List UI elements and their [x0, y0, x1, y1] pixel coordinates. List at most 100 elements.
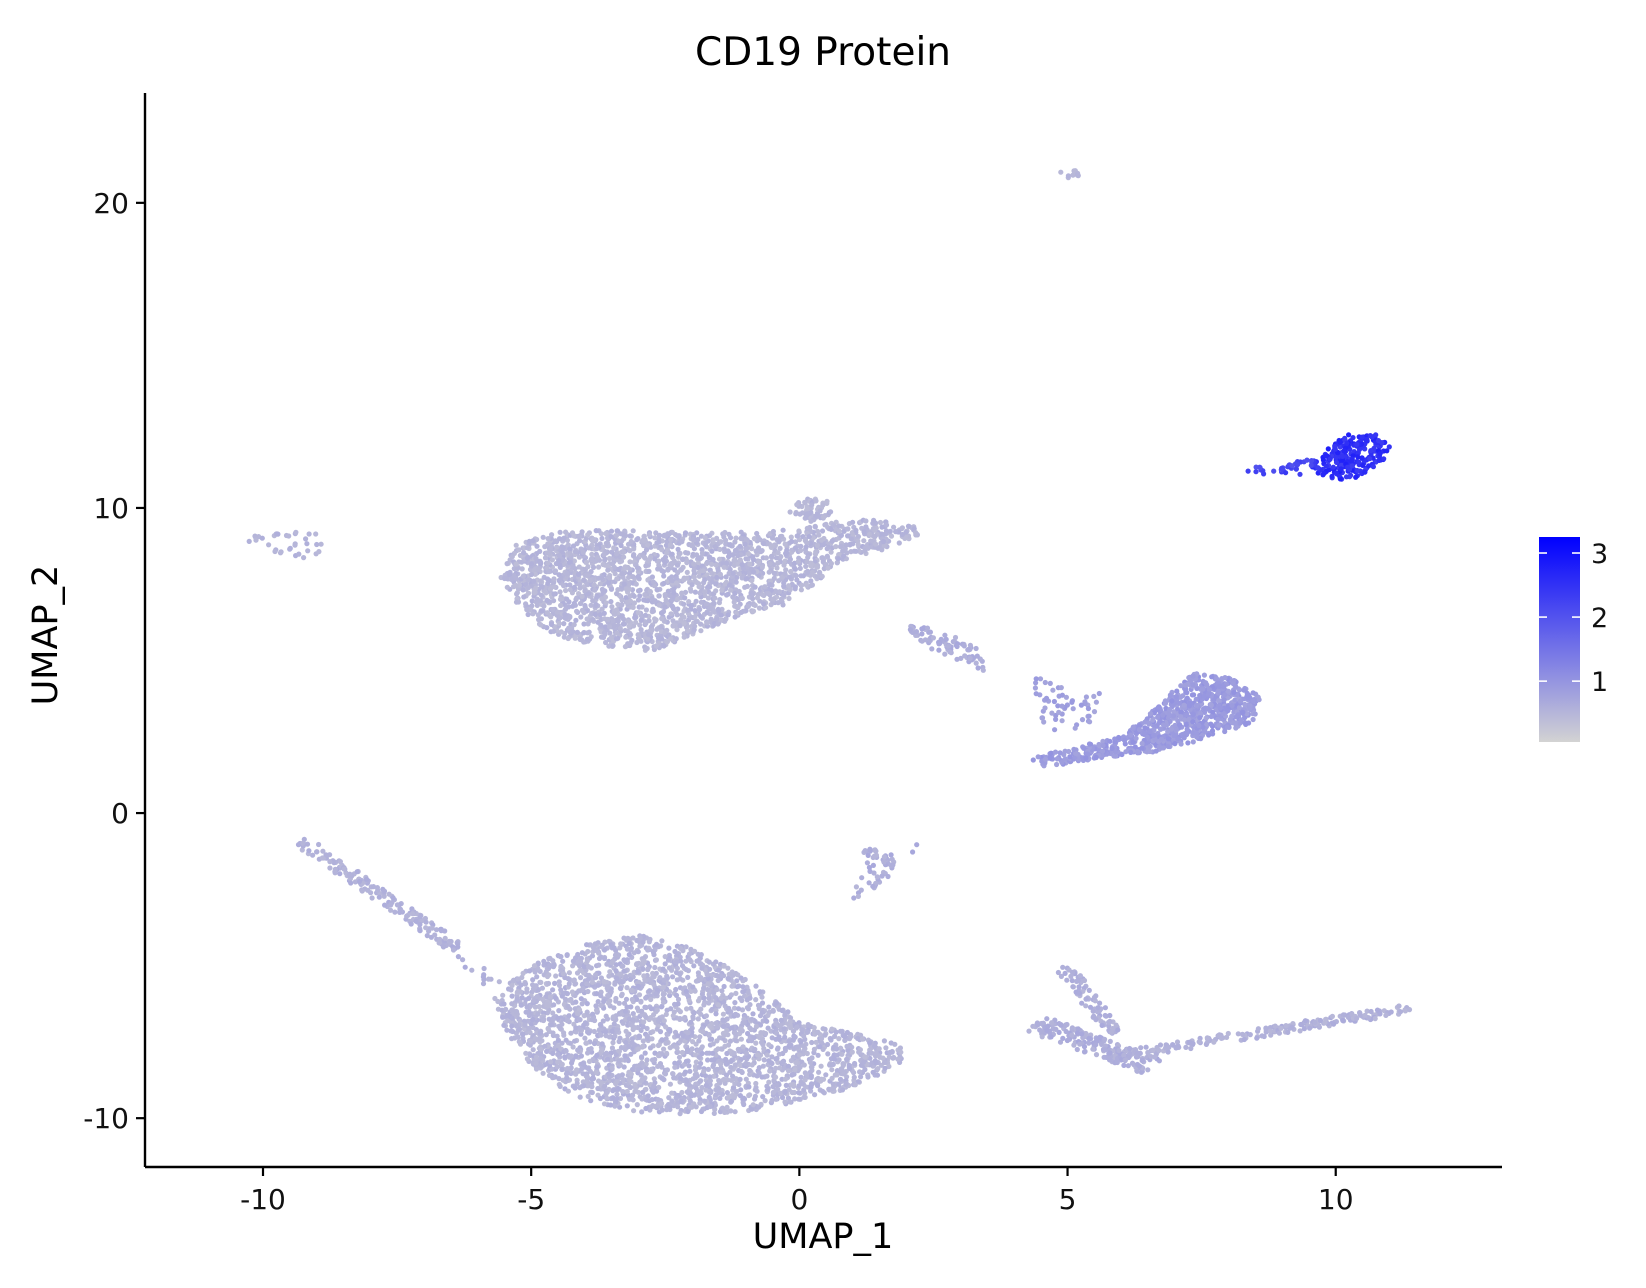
- cell-point: [713, 581, 719, 587]
- cell-point: [549, 532, 555, 538]
- cell-point: [670, 618, 676, 624]
- cell-point: [577, 1017, 583, 1023]
- cell-point: [680, 556, 686, 563]
- cell-point: [655, 1018, 662, 1024]
- cell-point: [835, 556, 842, 562]
- cell-point: [660, 984, 666, 990]
- cell-point: [803, 512, 809, 518]
- cell-point: [675, 1104, 681, 1110]
- cell-point: [767, 1068, 773, 1074]
- cell-point: [748, 590, 754, 596]
- cell-point: [609, 1028, 615, 1034]
- cell-point: [677, 945, 684, 952]
- cell-point: [557, 1083, 563, 1089]
- cell-point: [836, 1036, 842, 1042]
- cell-point: [575, 571, 582, 578]
- cell-point: [611, 1005, 617, 1011]
- cell-point: [782, 558, 788, 564]
- cell-point: [675, 562, 681, 568]
- cell-point: [523, 1050, 529, 1056]
- cell-point: [567, 551, 573, 557]
- cell-point: [643, 1105, 649, 1112]
- cell-point: [533, 1054, 540, 1060]
- cell-point: [555, 1043, 562, 1049]
- cell-point: [704, 1050, 710, 1056]
- cell-point: [640, 1043, 646, 1049]
- cell-point: [550, 606, 556, 613]
- cell-point: [785, 1063, 792, 1069]
- cell-point: [707, 1078, 714, 1084]
- cell-point: [634, 565, 641, 571]
- cell-point: [739, 595, 745, 601]
- cell-point: [710, 1041, 716, 1047]
- cell-point: [698, 599, 705, 605]
- cell-point: [670, 622, 676, 628]
- cell-point: [503, 1006, 509, 1013]
- cell-point: [552, 568, 559, 574]
- cell-point: [841, 553, 847, 559]
- cell-point: [530, 1047, 536, 1053]
- cell-point: [641, 1019, 647, 1025]
- cell-point: [751, 569, 757, 575]
- cell-point: [684, 560, 690, 566]
- cell-point: [570, 543, 577, 549]
- cell-point: [692, 589, 699, 595]
- cell-point: [825, 1051, 831, 1057]
- cell-point: [779, 533, 785, 540]
- cell-point: [504, 584, 510, 590]
- cell-point: [812, 1092, 818, 1098]
- cell-point: [563, 1048, 569, 1054]
- cell-point: [669, 1090, 675, 1096]
- cell-point: [775, 550, 781, 556]
- cell-point: [532, 589, 538, 596]
- cell-point: [786, 1038, 792, 1045]
- cell-point: [796, 1096, 802, 1102]
- cell-point: [645, 947, 651, 953]
- cell-point: [840, 1071, 847, 1077]
- cell-point: [607, 998, 613, 1004]
- cell-point: [787, 509, 793, 515]
- cell-point: [706, 1000, 712, 1006]
- cell-point: [698, 961, 704, 967]
- cell-point: [579, 593, 585, 600]
- cell-point: [724, 1104, 730, 1110]
- cell-point: [809, 502, 815, 508]
- cell-point: [679, 963, 686, 969]
- cell-point: [713, 959, 719, 965]
- cell-point: [721, 546, 727, 552]
- cell-point: [600, 589, 606, 595]
- cell-point: [626, 952, 632, 958]
- cell-point: [617, 1035, 623, 1041]
- cell-point: [753, 1024, 760, 1030]
- cell-point: [589, 556, 595, 562]
- cell-point: [850, 519, 856, 525]
- cell-point: [749, 577, 755, 584]
- cell-point: [616, 1048, 623, 1054]
- cell-point: [851, 1070, 857, 1076]
- cell-point: [637, 593, 643, 599]
- cell-point: [631, 600, 638, 606]
- cell-point: [674, 612, 680, 618]
- cell-point: [759, 548, 765, 554]
- cell-point: [602, 1083, 608, 1089]
- cell-point: [800, 1043, 807, 1049]
- cell-point: [543, 1032, 549, 1038]
- cell-point: [576, 963, 583, 969]
- cell-point: [639, 1008, 645, 1014]
- cell-point: [692, 948, 698, 954]
- cell-point: [873, 1050, 879, 1056]
- cell-point: [587, 577, 593, 584]
- cell-point: [613, 533, 620, 539]
- cell-point: [524, 545, 530, 551]
- cell-point: [698, 952, 704, 958]
- cell-point: [525, 590, 532, 596]
- cell-point: [664, 550, 670, 556]
- cell-point: [843, 542, 849, 548]
- cell-point: [839, 1087, 846, 1093]
- cell-point: [798, 587, 805, 593]
- cell-point: [695, 970, 702, 976]
- cell-point: [801, 1094, 807, 1100]
- cell-point: [565, 635, 571, 642]
- cell-point: [817, 1044, 823, 1050]
- cell-point: [861, 538, 867, 544]
